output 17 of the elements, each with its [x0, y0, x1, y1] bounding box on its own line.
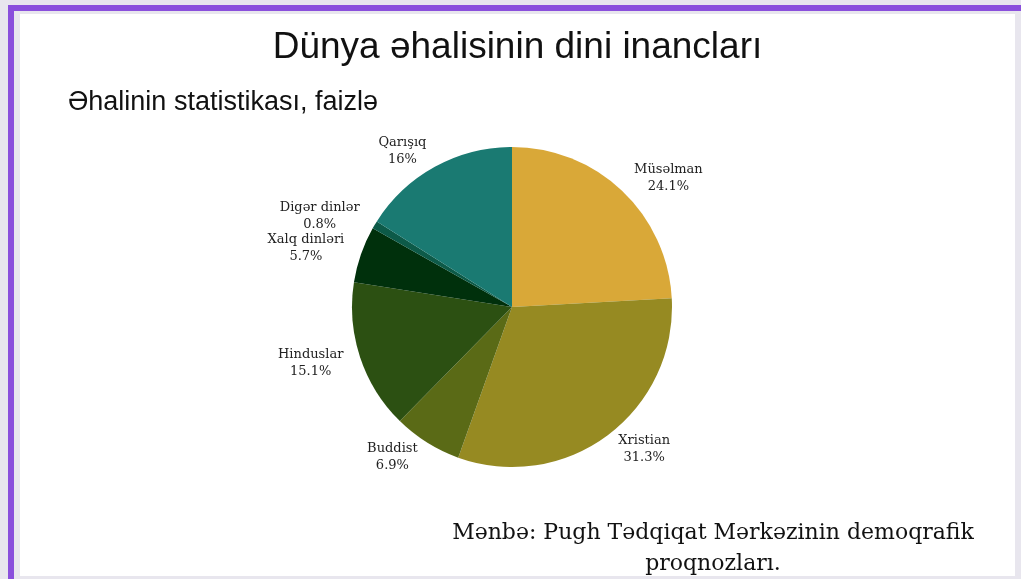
chart-title: Dünya əhalisinin dini inancları [271, 25, 764, 67]
data-label: 0.8% [303, 215, 337, 231]
slice-label: Xalq dinləri [267, 231, 345, 247]
slice-label: Hinduslar [278, 345, 345, 361]
slice-label: Buddist [367, 440, 419, 456]
data-label: 5.7% [289, 248, 323, 264]
chart-subtitle: Əhalinin statistikası, faizlə [68, 86, 378, 117]
slice-label: Digər dinlər [279, 198, 361, 214]
data-label: 24.1% [647, 177, 690, 193]
slice-label: Xristian [618, 432, 671, 448]
data-label: 15.1% [290, 362, 332, 378]
slice-label: Müsəlman [634, 160, 704, 176]
data-label: 16% [387, 151, 417, 167]
data-label: 31.3% [623, 449, 665, 465]
data-label: 6.9% [375, 457, 409, 473]
slice-label: Qarışıq [378, 134, 427, 150]
text: Mənbə: Pugh Tədqiqat Mərkəzinin demoqrafik proqnozları. [451, 518, 975, 577]
